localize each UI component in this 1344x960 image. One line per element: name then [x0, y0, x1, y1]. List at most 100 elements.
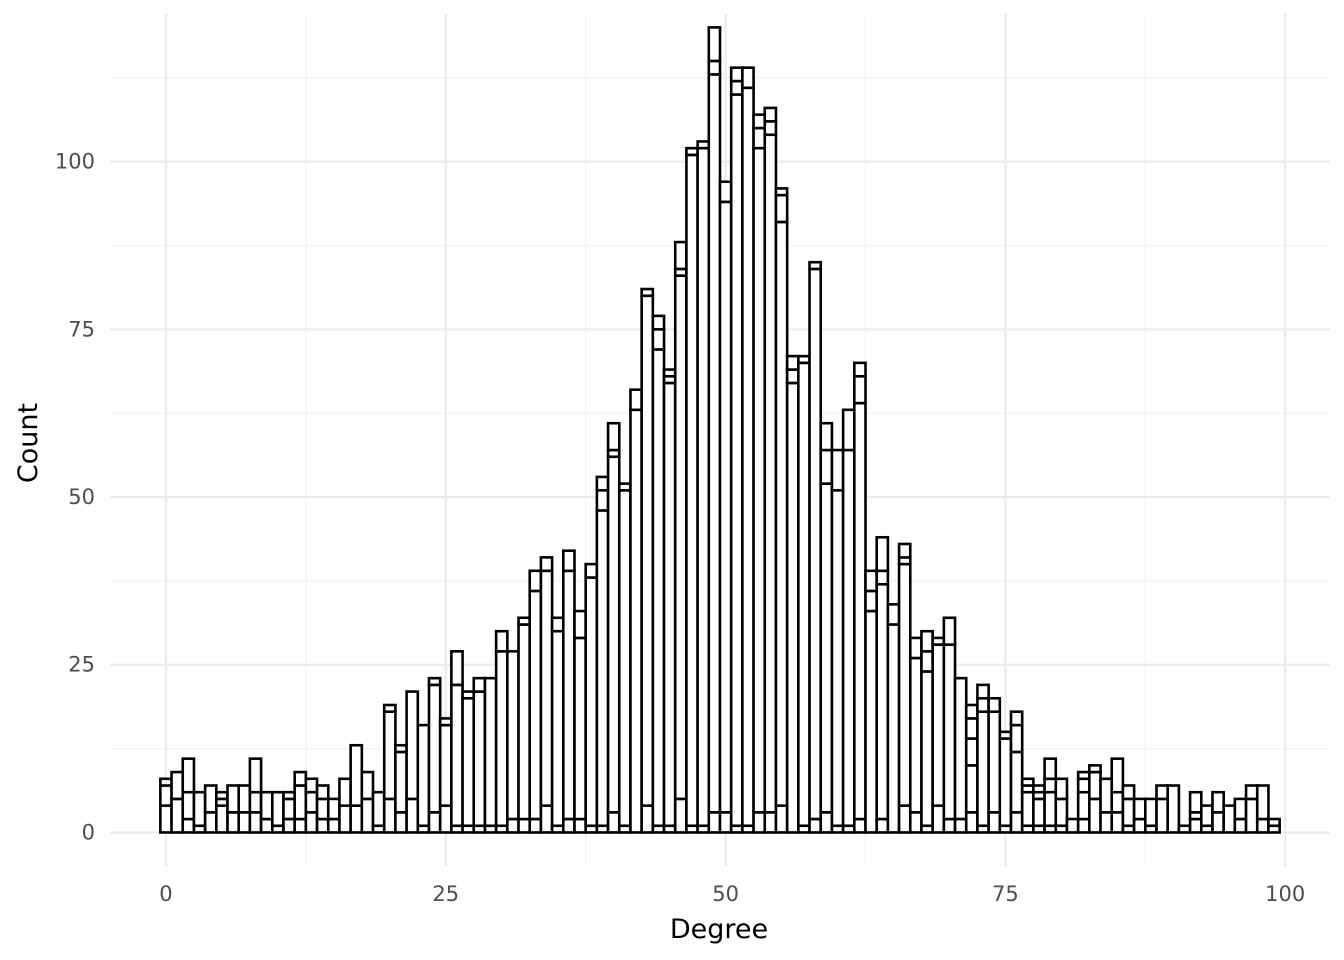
bar-segment — [853, 401, 867, 821]
bar-segment — [673, 797, 688, 834]
bar-segment — [819, 811, 834, 834]
bar-segment — [494, 650, 509, 828]
bar-segment — [1255, 817, 1270, 834]
bar-segment — [774, 187, 789, 197]
bar-stack — [830, 448, 845, 834]
bar-segment — [159, 777, 173, 787]
bar-segment — [673, 240, 688, 271]
bar-stack — [953, 676, 968, 834]
bar-segment — [629, 388, 643, 412]
bar-segment — [640, 287, 655, 298]
bar-stack — [1032, 784, 1046, 834]
bar-stack — [293, 770, 308, 834]
bar-segment — [450, 650, 464, 687]
bar-segment — [293, 817, 308, 834]
bar-segment — [1199, 804, 1214, 828]
bar-segment — [763, 811, 778, 834]
bar-segment — [270, 790, 285, 828]
bar-segment — [181, 817, 196, 834]
bar-segment — [707, 59, 722, 76]
bar-segment — [394, 750, 408, 814]
bar-stack — [1054, 777, 1069, 834]
x-axis-label: Degree — [670, 914, 768, 945]
bar-segment — [472, 676, 487, 693]
bar-segment — [718, 811, 733, 834]
bar-stack — [573, 609, 587, 834]
bar-stack — [416, 723, 431, 834]
bar-segment — [315, 797, 330, 821]
bar-segment — [1211, 811, 1225, 834]
bar-segment — [539, 556, 554, 573]
bar-segment — [741, 66, 755, 90]
bar-stack — [797, 354, 811, 834]
bar-segment — [1076, 770, 1091, 781]
bar-segment — [617, 489, 632, 828]
bar-stack — [203, 784, 218, 834]
bar-stack — [405, 690, 420, 834]
bar-segment — [494, 629, 509, 653]
bar-stack — [472, 676, 487, 834]
y-tick-label: 0 — [82, 820, 95, 844]
bar-stack — [640, 287, 655, 834]
bar-segment — [528, 569, 543, 593]
bar-segment — [875, 569, 890, 586]
bar-segment — [382, 703, 397, 714]
bar-segment — [1188, 817, 1203, 834]
bar-segment — [248, 757, 263, 794]
bar-segment — [920, 670, 934, 828]
x-tick-label: 25 — [432, 882, 459, 906]
bar-segment — [1032, 797, 1046, 828]
bar-segment — [976, 696, 990, 714]
bar-segment — [998, 730, 1013, 740]
bar-stack — [215, 790, 229, 834]
bar-stack — [181, 757, 196, 834]
bar-segment — [170, 770, 185, 801]
bar-stack — [1267, 817, 1281, 834]
bar-stack — [685, 146, 699, 834]
bar-segment — [987, 696, 1002, 714]
bar-stack — [707, 26, 722, 834]
x-tick-label: 100 — [1265, 882, 1305, 906]
bar-stack — [931, 636, 946, 834]
bar-stack — [1211, 790, 1225, 834]
bar-stack — [1121, 784, 1136, 834]
bar-segment — [539, 569, 554, 807]
bar-segment — [1032, 784, 1046, 794]
bar-segment — [461, 690, 476, 700]
bar-segment — [718, 180, 733, 204]
bar-segment — [1088, 770, 1102, 801]
bar-stack — [461, 690, 476, 834]
bar-segment — [461, 696, 476, 828]
bar-segment — [550, 616, 565, 633]
bar-segment — [1009, 811, 1024, 834]
y-tick-labels: 0 25 50 75 100 — [55, 150, 95, 845]
bar-segment — [562, 569, 576, 821]
bar-segment — [629, 408, 643, 834]
bar-segment — [864, 609, 878, 834]
bar-segment — [886, 603, 901, 626]
bar-segment — [942, 817, 957, 834]
bar-segment — [450, 683, 464, 828]
bar-segment — [293, 770, 308, 787]
bar-segment — [282, 817, 296, 834]
bar-segment — [931, 804, 946, 834]
bar-stack — [942, 616, 957, 834]
bar-segment — [875, 817, 890, 834]
bar-segment — [662, 368, 677, 378]
bar-segment — [248, 811, 263, 834]
bar-segment — [326, 797, 341, 821]
bar-segment — [1020, 777, 1035, 787]
bar-segment — [1088, 797, 1102, 834]
bar-segment — [595, 489, 610, 512]
bar-stack — [349, 743, 364, 834]
bar-segment — [987, 811, 1002, 834]
bar-segment — [1110, 757, 1125, 794]
bar-stack — [1110, 757, 1125, 834]
bar-segment — [1054, 777, 1069, 801]
bar-segment — [752, 811, 767, 834]
bar-stack — [427, 676, 442, 834]
bar-segment — [1009, 710, 1024, 727]
bar-segment — [942, 616, 957, 646]
bar-segment — [237, 811, 252, 834]
bar-segment — [976, 710, 990, 828]
